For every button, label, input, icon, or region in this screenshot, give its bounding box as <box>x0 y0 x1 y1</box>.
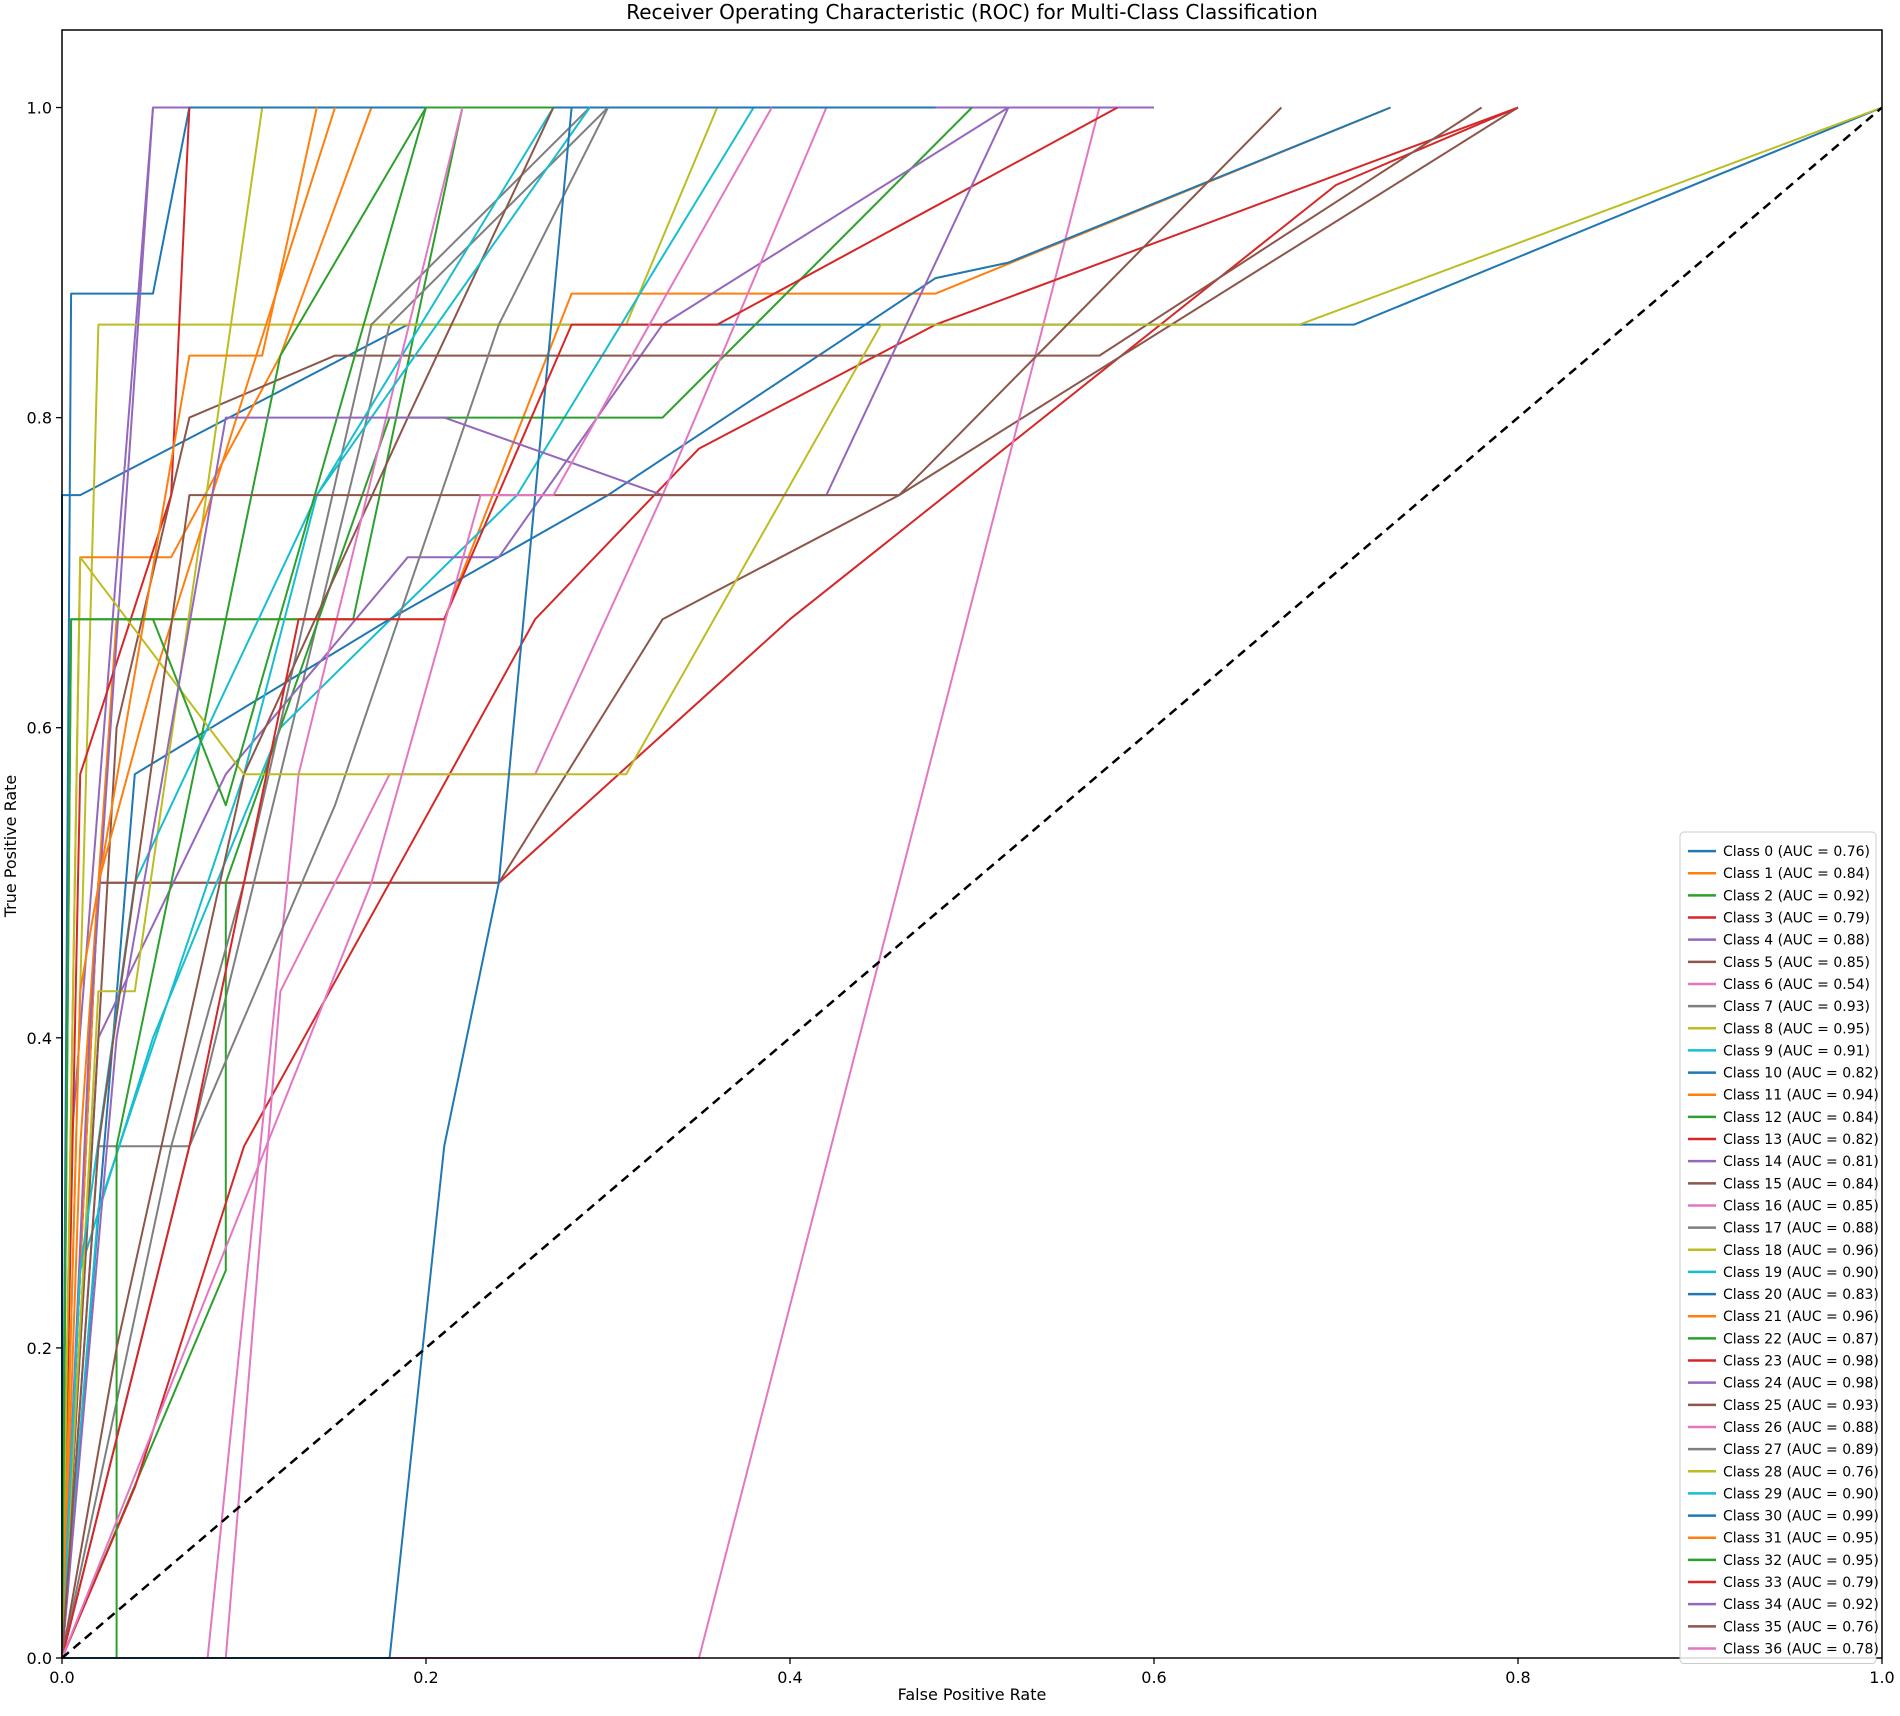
roc-curve-class-29 <box>61 106 591 1659</box>
legend-label: Class 11 (AUC = 0.94) <box>1723 1088 1879 1104</box>
legend-label: Class 2 (AUC = 0.92) <box>1723 888 1870 904</box>
roc-curve-class-12 <box>61 106 973 1659</box>
x-tick-label: 0.0 <box>49 1668 74 1687</box>
roc-curve-class-35 <box>61 106 1283 1659</box>
y-axis-label: True Positive Rate <box>1 775 20 919</box>
legend-label: Class 12 (AUC = 0.84) <box>1723 1110 1879 1126</box>
legend-label: Class 27 (AUC = 0.89) <box>1723 1442 1879 1458</box>
roc-curve-class-23 <box>61 107 191 1659</box>
y-axis: 0.0 0.2 0.4 0.6 0.8 1.0 <box>27 99 62 1668</box>
legend-label: Class 33 (AUC = 0.79) <box>1723 1575 1879 1591</box>
legend-label: Class 35 (AUC = 0.76) <box>1723 1619 1879 1635</box>
chance-diagonal-line <box>61 106 1883 1659</box>
roc-curve-class-32 <box>61 107 427 1659</box>
legend-label: Class 34 (AUC = 0.92) <box>1723 1597 1879 1613</box>
plot-frame <box>61 29 1883 1659</box>
legend-label: Class 7 (AUC = 0.93) <box>1723 999 1870 1015</box>
legend-label: Class 30 (AUC = 0.99) <box>1723 1509 1879 1525</box>
legend-label: Class 36 (AUC = 0.78) <box>1723 1641 1879 1657</box>
legend-label: Class 25 (AUC = 0.93) <box>1723 1398 1879 1414</box>
legend-label: Class 22 (AUC = 0.87) <box>1723 1331 1879 1347</box>
legend-label: Class 9 (AUC = 0.91) <box>1723 1043 1870 1059</box>
legend-label: Class 31 (AUC = 0.95) <box>1723 1531 1879 1547</box>
x-axis-label: False Positive Rate <box>898 1685 1047 1704</box>
legend-label: Class 29 (AUC = 0.90) <box>1723 1486 1879 1502</box>
y-tick-label: 0.0 <box>27 1649 52 1668</box>
legend-label: Class 19 (AUC = 0.90) <box>1723 1265 1879 1281</box>
legend-label: Class 13 (AUC = 0.82) <box>1723 1132 1879 1148</box>
x-tick-label: 0.4 <box>777 1668 802 1687</box>
legend-label: Class 24 (AUC = 0.98) <box>1723 1376 1879 1392</box>
roc-curve-class-33 <box>61 106 1119 1659</box>
legend-label: Class 15 (AUC = 0.84) <box>1723 1176 1879 1192</box>
x-tick-label: 0.8 <box>1505 1668 1530 1687</box>
y-tick-label: 0.6 <box>27 719 52 738</box>
legend-label: Class 10 (AUC = 0.82) <box>1723 1066 1879 1082</box>
y-tick-label: 1.0 <box>27 99 52 118</box>
legend-box <box>1679 831 1877 1665</box>
legend-label: Class 18 (AUC = 0.96) <box>1723 1243 1879 1259</box>
chart-title: Receiver Operating Characteristic (ROC) … <box>626 0 1318 24</box>
legend-label: Class 3 (AUC = 0.79) <box>1723 911 1870 927</box>
legend-label: Class 20 (AUC = 0.83) <box>1723 1287 1879 1303</box>
x-tick-label: 1.0 <box>1869 1668 1894 1687</box>
legend-label: Class 28 (AUC = 0.76) <box>1723 1464 1879 1480</box>
legend: Class 0 (AUC = 0.76) Class 1 (AUC = 0.84)… <box>1679 831 1879 1665</box>
legend-label: Class 21 (AUC = 0.96) <box>1723 1309 1879 1325</box>
legend-label: Class 4 (AUC = 0.88) <box>1723 933 1870 949</box>
legend-label: Class 6 (AUC = 0.54) <box>1723 977 1870 993</box>
legend-label: Class 16 (AUC = 0.85) <box>1723 1198 1879 1214</box>
x-axis: 0.0 0.2 0.4 0.6 0.8 1.0 <box>49 1658 1895 1687</box>
legend-label: Class 17 (AUC = 0.88) <box>1723 1221 1879 1237</box>
roc-curve-class-28 <box>61 106 1883 1659</box>
x-tick-label: 0.6 <box>1141 1668 1166 1687</box>
legend-label: Class 14 (AUC = 0.81) <box>1723 1154 1879 1170</box>
legend-label: Class 5 (AUC = 0.85) <box>1723 955 1870 971</box>
legend-label: Class 8 (AUC = 0.95) <box>1723 1021 1870 1037</box>
roc-curve-class-5 <box>61 106 1519 1659</box>
legend-label: Class 32 (AUC = 0.95) <box>1723 1553 1879 1569</box>
roc-curve-class-36 <box>61 107 773 1659</box>
legend-label: Class 23 (AUC = 0.98) <box>1723 1354 1879 1370</box>
y-tick-label: 0.4 <box>27 1029 52 1048</box>
legend-label: Class 26 (AUC = 0.88) <box>1723 1420 1879 1436</box>
roc-curve-class-15 <box>61 106 1483 1659</box>
plot-area <box>61 106 1883 1659</box>
y-tick-label: 0.2 <box>27 1339 52 1358</box>
roc-curve-class-18 <box>61 107 264 1659</box>
legend-label: Class 1 (AUC = 0.84) <box>1723 866 1870 882</box>
roc-curve-class-31 <box>61 107 318 1659</box>
roc-curve-class-8 <box>61 107 719 1659</box>
x-tick-label: 0.2 <box>413 1668 438 1687</box>
legend-label: Class 0 (AUC = 0.76) <box>1723 844 1870 860</box>
y-tick-label: 0.8 <box>27 409 52 428</box>
